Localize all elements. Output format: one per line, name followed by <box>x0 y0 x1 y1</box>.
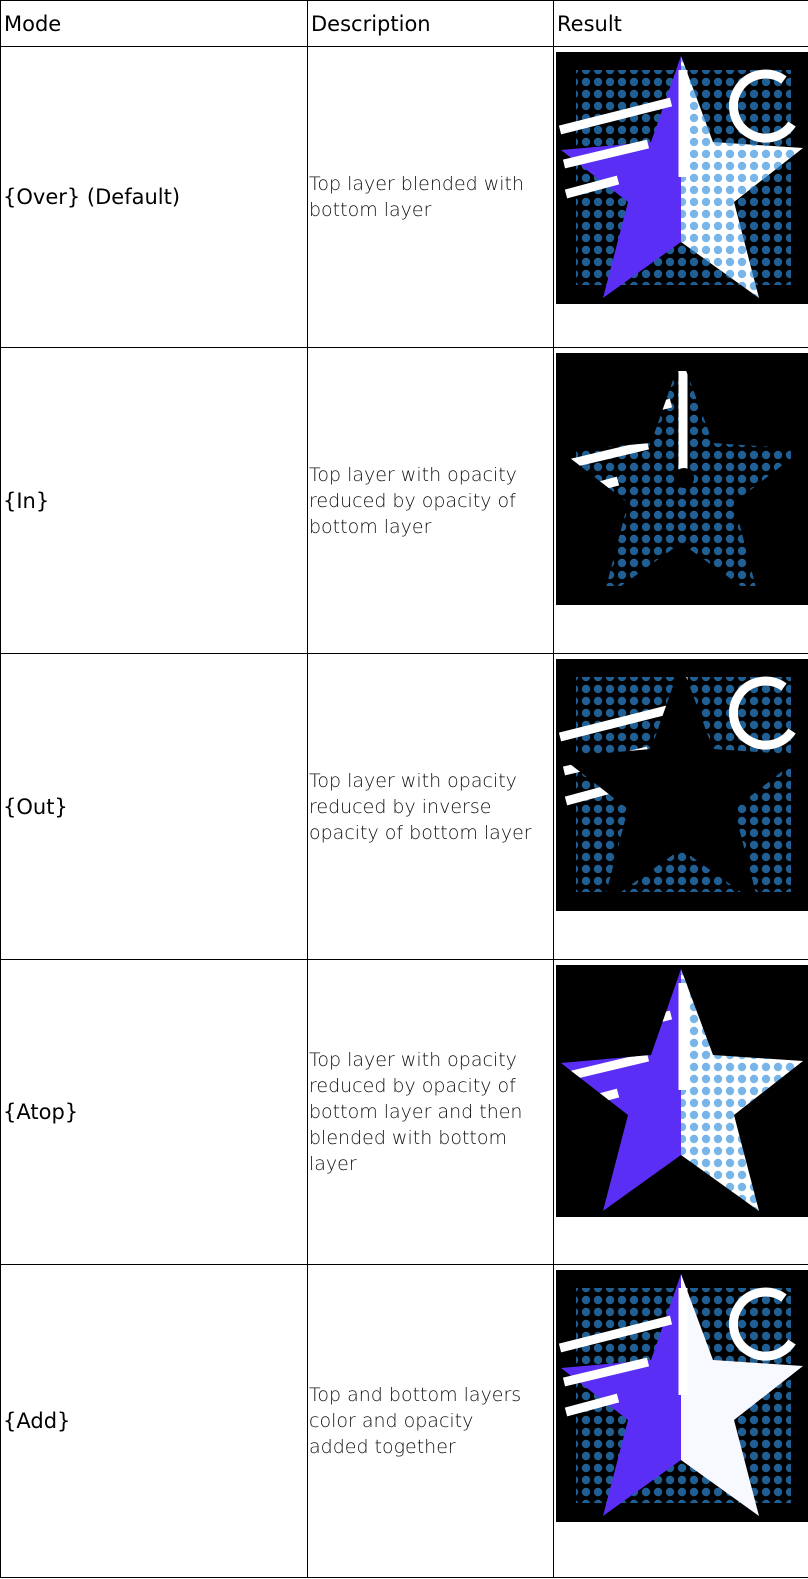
table-row: {Out} Top layer with opacity reduced by i… <box>0 653 808 960</box>
description-cell: Top layer with opacity reduced by opacit… <box>307 959 554 1265</box>
result-cell <box>553 959 808 1265</box>
header-row: Mode Description Result <box>0 0 808 47</box>
header-cell: Description <box>307 0 554 47</box>
description-cell: Top layer with opacity reduced by opacit… <box>307 347 554 654</box>
header-cell: Mode <box>0 0 308 47</box>
description-text: Top layer with opacity reduced by invers… <box>309 769 532 844</box>
table-row: {Atop} Top layer with opacity reduced by … <box>0 959 808 1265</box>
result-cell <box>553 1264 808 1578</box>
description-cell: Top layer with opacity reduced by invers… <box>307 653 554 960</box>
header-cell: Result <box>553 0 808 47</box>
table-body: {Over} (Default) Top layer blended with b… <box>0 46 808 1578</box>
result-image <box>556 52 808 304</box>
description-cell: Top and bottom layers color and opacity … <box>307 1264 554 1578</box>
result-cell <box>553 46 808 348</box>
result-image <box>556 353 808 605</box>
table-row: {Over} (Default) Top layer blended with b… <box>0 46 808 348</box>
mode-cell: {Add} <box>0 1264 308 1578</box>
description-text: Top layer with opacity reduced by opacit… <box>309 1049 523 1175</box>
description-text: Top layer blended with bottom layer <box>309 173 525 221</box>
result-cell <box>553 347 808 654</box>
table-row: {In} Top layer with opacity reduced by op… <box>0 347 808 654</box>
mode-cell: {Out} <box>0 653 308 960</box>
result-image <box>556 659 808 911</box>
result-image <box>556 1270 808 1522</box>
mode-cell: {Over} (Default) <box>0 46 308 348</box>
mode-cell: {Atop} <box>0 959 308 1265</box>
result-image <box>556 965 808 1217</box>
description-text: Top layer with opacity reduced by opacit… <box>309 463 517 538</box>
description-text: Top and bottom layers color and opacity … <box>309 1384 522 1458</box>
description-cell: Top layer blended with bottom layer <box>307 46 554 348</box>
result-cell <box>553 653 808 960</box>
mode-cell: {In} <box>0 347 308 654</box>
table-row: {Add} Top and bottom layers color and opa… <box>0 1264 808 1578</box>
